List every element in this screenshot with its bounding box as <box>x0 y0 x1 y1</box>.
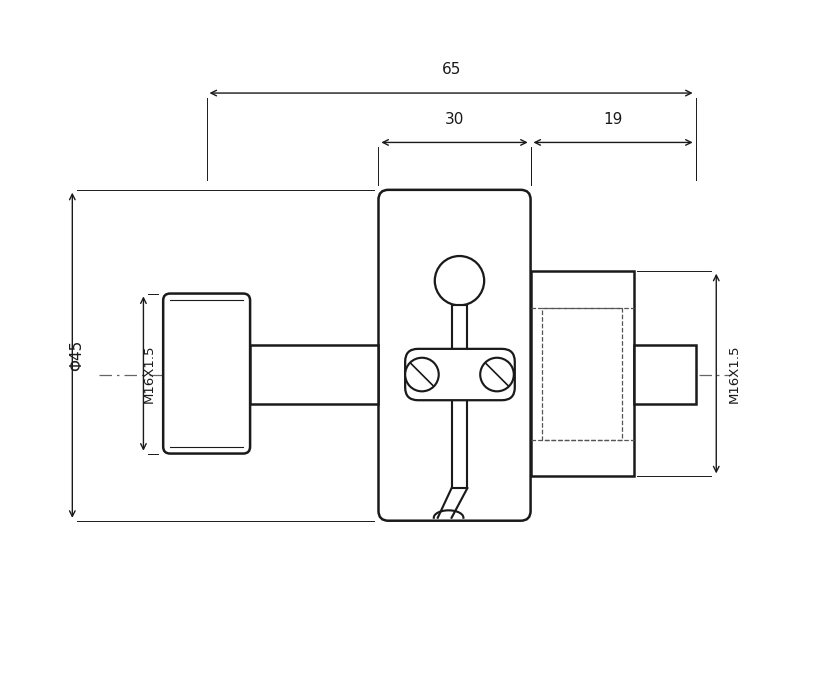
Bar <box>250 345 378 404</box>
Text: 65: 65 <box>442 62 461 77</box>
Circle shape <box>480 358 514 391</box>
Text: M16X1.5: M16X1.5 <box>728 344 741 403</box>
Text: 30: 30 <box>445 111 464 127</box>
Text: Φ45: Φ45 <box>69 340 84 371</box>
FancyBboxPatch shape <box>405 349 515 400</box>
Bar <box>543 308 622 439</box>
Bar <box>530 271 635 477</box>
FancyBboxPatch shape <box>378 190 530 520</box>
Text: 19: 19 <box>604 111 623 127</box>
Circle shape <box>435 256 484 305</box>
Text: M16X1.5: M16X1.5 <box>142 344 155 403</box>
FancyBboxPatch shape <box>163 294 250 454</box>
Bar <box>635 345 696 404</box>
Circle shape <box>405 358 438 391</box>
Bar <box>452 389 468 488</box>
Bar <box>452 305 468 360</box>
